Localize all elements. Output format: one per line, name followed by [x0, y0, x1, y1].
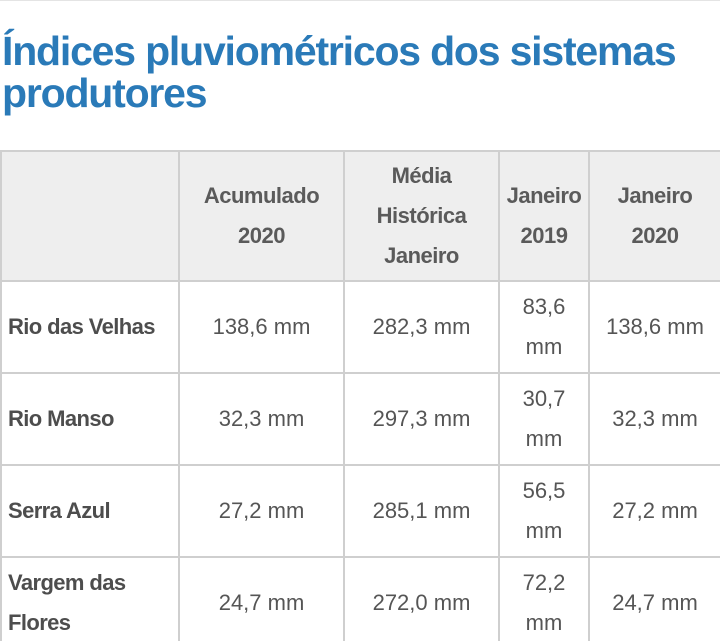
system-name: Rio das Velhas [0, 280, 180, 374]
acumulado-2020-value: 27,2 mm [178, 464, 345, 558]
system-name: Vargem das Flores [0, 556, 180, 641]
acumulado-2020-value: 138,6 mm [178, 280, 345, 374]
table-row: Serra Azul 27,2 mm 285,1 mm 56,5 mm 27,2… [0, 464, 720, 558]
rainfall-table: Acumulado 2020 Média Histórica Janeiro J… [0, 150, 720, 641]
system-name: Serra Azul [0, 464, 180, 558]
janeiro-2019-value: 83,6 mm [498, 280, 590, 374]
table-row: Vargem das Flores 24,7 mm 272,0 mm 72,2 … [0, 556, 720, 641]
media-historica-value: 272,0 mm [343, 556, 500, 641]
janeiro-2019-value: 72,2 mm [498, 556, 590, 641]
table-row: Rio Manso 32,3 mm 297,3 mm 30,7 mm 32,3 … [0, 372, 720, 466]
table-row: Rio das Velhas 138,6 mm 282,3 mm 83,6 mm… [0, 280, 720, 374]
page-title: Índices pluviométricos dos sistemas prod… [2, 28, 677, 116]
janeiro-2019-value: 56,5 mm [498, 464, 590, 558]
janeiro-2020-value: 27,2 mm [588, 464, 720, 558]
media-historica-value: 282,3 mm [343, 280, 500, 374]
header-janeiro-2019: Janeiro 2019 [498, 150, 590, 282]
media-historica-value: 285,1 mm [343, 464, 500, 558]
acumulado-2020-value: 24,7 mm [178, 556, 345, 641]
header-janeiro-2020: Janeiro 2020 [588, 150, 720, 282]
janeiro-2020-value: 138,6 mm [588, 280, 720, 374]
janeiro-2020-value: 24,7 mm [588, 556, 720, 641]
top-divider [0, 0, 720, 1]
system-name: Rio Manso [0, 372, 180, 466]
header-media-historica-janeiro: Média Histórica Janeiro [343, 150, 500, 282]
header-acumulado-2020: Acumulado 2020 [178, 150, 345, 282]
table-header-row: Acumulado 2020 Média Histórica Janeiro J… [0, 150, 720, 282]
janeiro-2020-value: 32,3 mm [588, 372, 720, 466]
acumulado-2020-value: 32,3 mm [178, 372, 345, 466]
janeiro-2019-value: 30,7 mm [498, 372, 590, 466]
media-historica-value: 297,3 mm [343, 372, 500, 466]
header-system [0, 150, 180, 282]
